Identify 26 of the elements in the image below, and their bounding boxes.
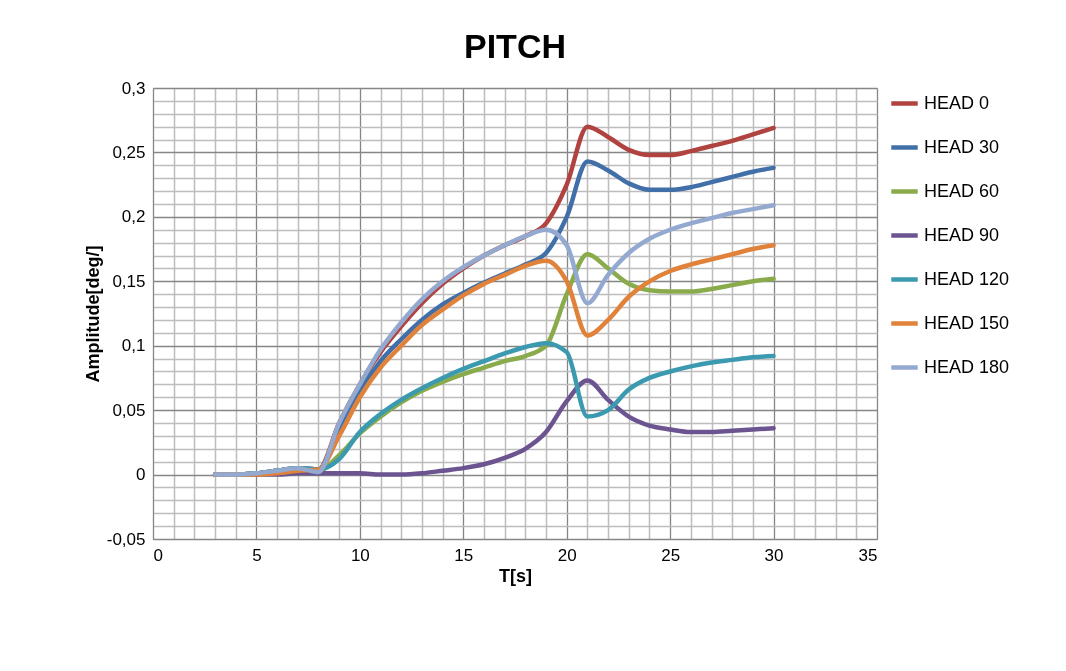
y-tick-label: 0,3 (121, 78, 146, 98)
y-tick-label: 0,2 (121, 207, 146, 227)
y-tick-label: 0,1 (121, 336, 146, 356)
chart-title: PITCH (464, 27, 566, 65)
y-tick-label: 0,05 (112, 400, 146, 420)
legend-label: HEAD 180 (924, 356, 1010, 377)
legend-label: HEAD 0 (924, 92, 990, 113)
x-tick-label: 25 (661, 545, 681, 565)
legend-label: HEAD 90 (924, 224, 1000, 245)
x-tick-label: 5 (252, 545, 262, 565)
legend-label: HEAD 120 (924, 268, 1010, 289)
y-tick-label: 0 (136, 465, 146, 485)
x-tick-label: 15 (454, 545, 474, 565)
y-tick-label: -0,05 (106, 529, 146, 549)
x-tick-label: 30 (764, 545, 784, 565)
x-tick-label: 0 (153, 545, 163, 565)
x-axis-title: T[s] (499, 565, 532, 586)
y-tick-label: 0,25 (112, 142, 146, 162)
x-tick-label: 20 (557, 545, 577, 565)
legend-label: HEAD 60 (924, 180, 1000, 201)
y-tick-label: 0,15 (112, 271, 146, 291)
x-tick-label: 10 (350, 545, 370, 565)
x-tick-label: 35 (858, 545, 878, 565)
y-axis-title: Amplitude[deg/] (82, 245, 103, 383)
legend-label: HEAD 30 (924, 136, 1000, 157)
legend-label: HEAD 150 (924, 312, 1010, 333)
